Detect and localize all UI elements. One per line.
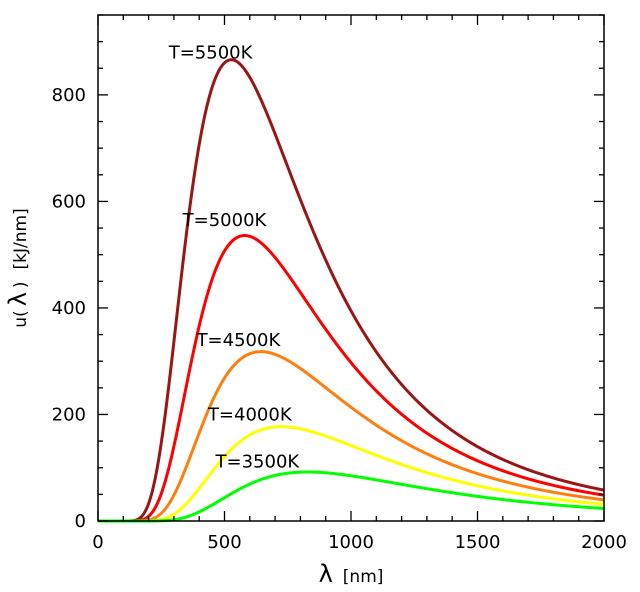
curve-labels-layer: T=5500K T=5000K T=4500K T=4000K T=3500K — [168, 42, 301, 472]
x-tick-label: 500 — [207, 532, 241, 553]
y-tick-label: 600 — [52, 191, 86, 212]
ticks-layer: 0 500 1000 1500 2000 0 200 400 600 800 — [52, 14, 627, 553]
curve-label-3500k: T=3500K — [215, 451, 301, 472]
x-tick-label: 1000 — [328, 532, 374, 553]
series-line-5500k — [97, 58, 605, 523]
x-axis-symbol: λ — [319, 560, 333, 588]
series-line-5000k — [97, 234, 605, 523]
y-axis-label: u( λ ) [kJ/nm] — [4, 208, 32, 327]
y-tick-label: 200 — [52, 404, 86, 425]
series-line-4500k — [97, 350, 605, 523]
x-axis-label: λ [nm] — [319, 560, 384, 588]
x-tick-label: 2000 — [581, 532, 627, 553]
y-axis-suffix: ) — [11, 281, 31, 288]
y-axis-symbol: λ — [4, 292, 32, 306]
curve-label-5500k: T=5500K — [168, 42, 254, 63]
series-line-4000k — [97, 425, 605, 523]
x-axis-unit: [nm] — [343, 567, 384, 587]
curve-label-4500k: T=4500K — [196, 330, 282, 351]
y-tick-label: 800 — [52, 85, 86, 106]
x-tick-label: 0 — [92, 532, 103, 553]
curves-layer — [97, 58, 605, 523]
curve-label-4000k: T=4000K — [207, 404, 293, 425]
y-tick-label: 400 — [52, 298, 86, 319]
y-axis-prefix: u( — [11, 310, 31, 327]
x-tick-label: 1500 — [455, 532, 501, 553]
curve-label-5000k: T=5000K — [182, 210, 268, 231]
series-line-3500k — [97, 470, 605, 523]
y-axis-unit: [kJ/nm] — [11, 208, 31, 269]
y-tick-label: 0 — [75, 511, 86, 532]
